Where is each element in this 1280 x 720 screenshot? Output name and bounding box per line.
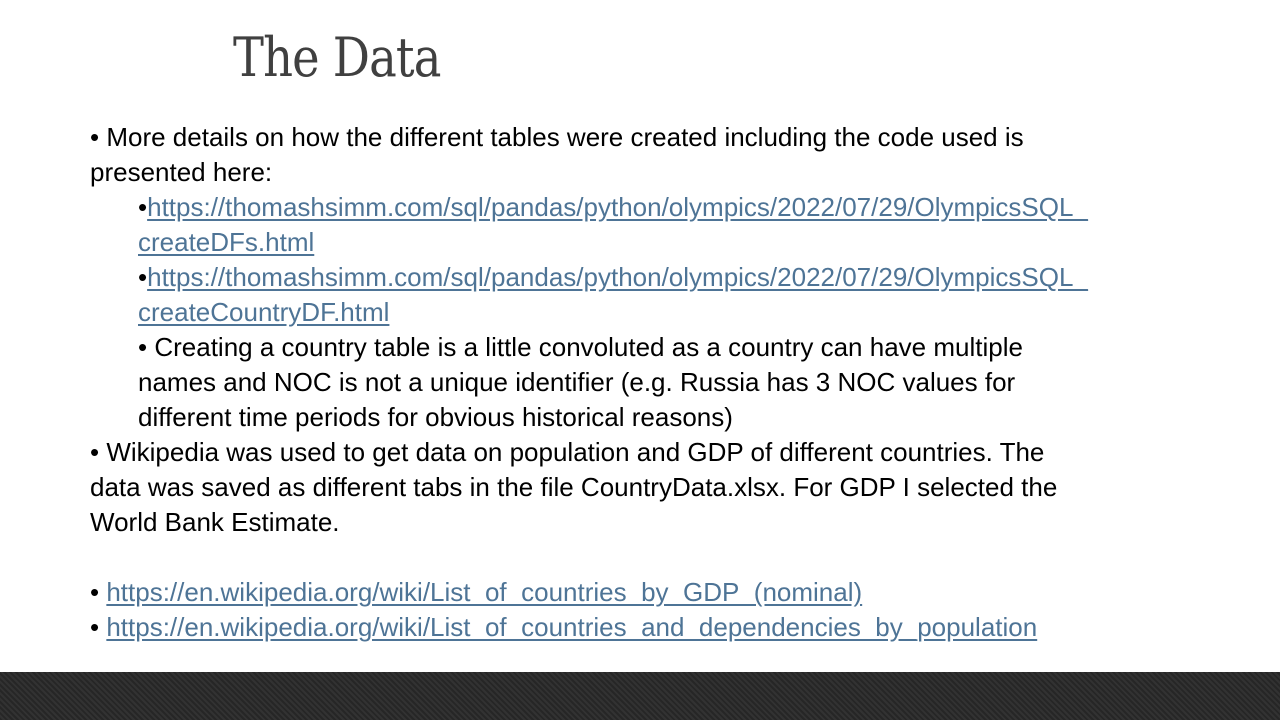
link-gdp-nominal[interactable]: https://en.wikipedia.org/wiki/List_of_co… — [106, 577, 863, 607]
link-create-country-df-cont[interactable]: createCountryDF.html — [138, 297, 390, 327]
bullet: • — [90, 612, 100, 642]
slide: The Data • More details on how the diffe… — [90, 26, 1220, 645]
paragraph-details: • More details on how the different tabl… — [90, 120, 1220, 155]
paragraph-wikipedia: • Wikipedia was used to get data on popu… — [90, 435, 1220, 470]
list-item-link-1-cont: createDFs.html — [90, 225, 1220, 260]
bullet: • — [138, 192, 148, 222]
paragraph-wikipedia-cont-2: World Bank Estimate. — [90, 507, 340, 537]
bullet: • — [138, 332, 148, 362]
bullet: • — [90, 437, 100, 467]
list-item-note: • Creating a country table is a little c… — [90, 330, 1220, 365]
bullet: • — [90, 577, 100, 607]
list-item-link-2: •https://thomashsimm.com/sql/pandas/pyth… — [90, 260, 1220, 295]
note-text: Creating a country table is a little con… — [154, 332, 1023, 362]
link-create-dfs-cont[interactable]: createDFs.html — [138, 227, 315, 257]
link-create-dfs[interactable]: https://thomashsimm.com/sql/pandas/pytho… — [147, 192, 1088, 222]
note-text-cont-1: names and NOC is not a unique identifier… — [138, 367, 1016, 397]
paragraph-wikipedia-cont-1: data was saved as different tabs in the … — [90, 472, 1058, 502]
list-item-link-4: • https://en.wikipedia.org/wiki/List_of_… — [90, 610, 1220, 645]
paragraph-text: Wikipedia was used to get data on popula… — [106, 437, 1045, 467]
paragraph-details-cont: presented here: — [90, 157, 273, 187]
bullet: • — [138, 262, 148, 292]
list-item-link-3: • https://en.wikipedia.org/wiki/List_of_… — [90, 575, 1220, 610]
slide-body: • More details on how the different tabl… — [90, 120, 1220, 645]
bullet: • — [90, 122, 100, 152]
link-population[interactable]: https://en.wikipedia.org/wiki/List_of_co… — [106, 612, 1038, 642]
list-item-link-2-cont: createCountryDF.html — [90, 295, 1220, 330]
note-text-cont-2: different time periods for obvious histo… — [138, 402, 733, 432]
spacer — [90, 540, 1220, 575]
paragraph-text: More details on how the different tables… — [106, 122, 1024, 152]
list-item-link-1: •https://thomashsimm.com/sql/pandas/pyth… — [90, 190, 1220, 225]
footer-bar — [0, 672, 1280, 720]
link-create-country-df[interactable]: https://thomashsimm.com/sql/pandas/pytho… — [147, 262, 1088, 292]
slide-title: The Data — [233, 26, 441, 89]
